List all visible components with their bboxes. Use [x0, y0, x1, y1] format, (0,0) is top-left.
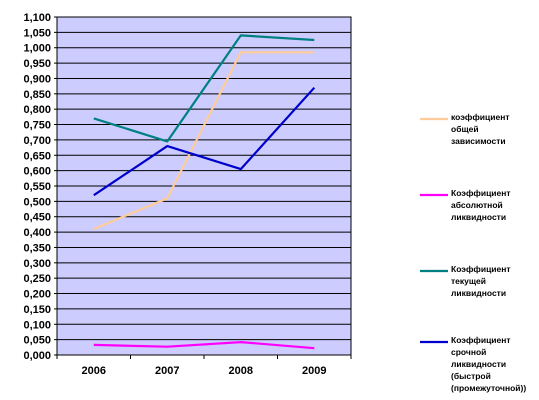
legend-label-line: ликвидности — [451, 288, 506, 298]
x-tick-label: 2007 — [155, 365, 179, 377]
y-tick-label: 0,800 — [23, 104, 51, 116]
legend-label-line: (быстрой — [451, 371, 491, 381]
x-tick-label: 2009 — [302, 365, 326, 377]
legend-label-line: Коэффициент — [451, 188, 511, 198]
legend-label-line: Коэффициент — [451, 335, 511, 345]
y-tick-label: 0,950 — [23, 58, 51, 70]
legend-label-line: Коэффициент — [451, 264, 511, 274]
y-tick-label: 0,750 — [23, 120, 51, 132]
legend-label-line: ликвидности — [451, 212, 506, 222]
series-line-2 — [93, 341, 315, 350]
y-tick-label: 0,650 — [23, 150, 51, 162]
y-tick-label: 0,450 — [23, 212, 51, 224]
y-tick-label: 0,400 — [23, 227, 51, 239]
y-tick-label: 0,300 — [23, 258, 51, 270]
y-tick-label: 1,000 — [23, 43, 51, 55]
legend-label-line: текущей — [451, 276, 486, 286]
y-tick-label: 0,250 — [23, 273, 51, 285]
legend-label-line: ликвидности — [451, 359, 506, 369]
legend-label-line: общей — [451, 124, 479, 134]
series-line-1 — [93, 51, 315, 231]
y-tick-label: 0,000 — [23, 350, 51, 362]
y-tick-label: 0,350 — [23, 242, 51, 254]
legend-label-line: абсолютной — [451, 200, 503, 210]
x-tick-label: 2006 — [82, 365, 106, 377]
y-tick-label: 0,200 — [23, 289, 51, 301]
legend-label-line: коэффициент — [451, 112, 510, 122]
y-tick-label: 0,500 — [23, 196, 51, 208]
series-line-3 — [93, 34, 315, 143]
y-tick-label: 0,900 — [23, 73, 51, 85]
y-tick-label: 1,050 — [23, 27, 51, 39]
x-tick-label: 2008 — [229, 365, 253, 377]
legend-label-line: срочной — [451, 347, 486, 357]
legend-label-line: зависимости — [451, 136, 506, 146]
y-tick-label: 0,700 — [23, 135, 51, 147]
y-tick-label: 0,100 — [23, 319, 51, 331]
y-tick-label: 1,100 — [23, 12, 51, 24]
y-tick-label: 0,550 — [23, 181, 51, 193]
legend-label-line: (промежуточной)) — [451, 383, 526, 393]
series-line-4 — [93, 86, 316, 197]
y-tick-label: 0,600 — [23, 166, 51, 178]
y-tick-label: 0,050 — [23, 335, 51, 347]
y-tick-label: 0,150 — [23, 304, 51, 316]
y-tick-label: 0,850 — [23, 89, 51, 101]
